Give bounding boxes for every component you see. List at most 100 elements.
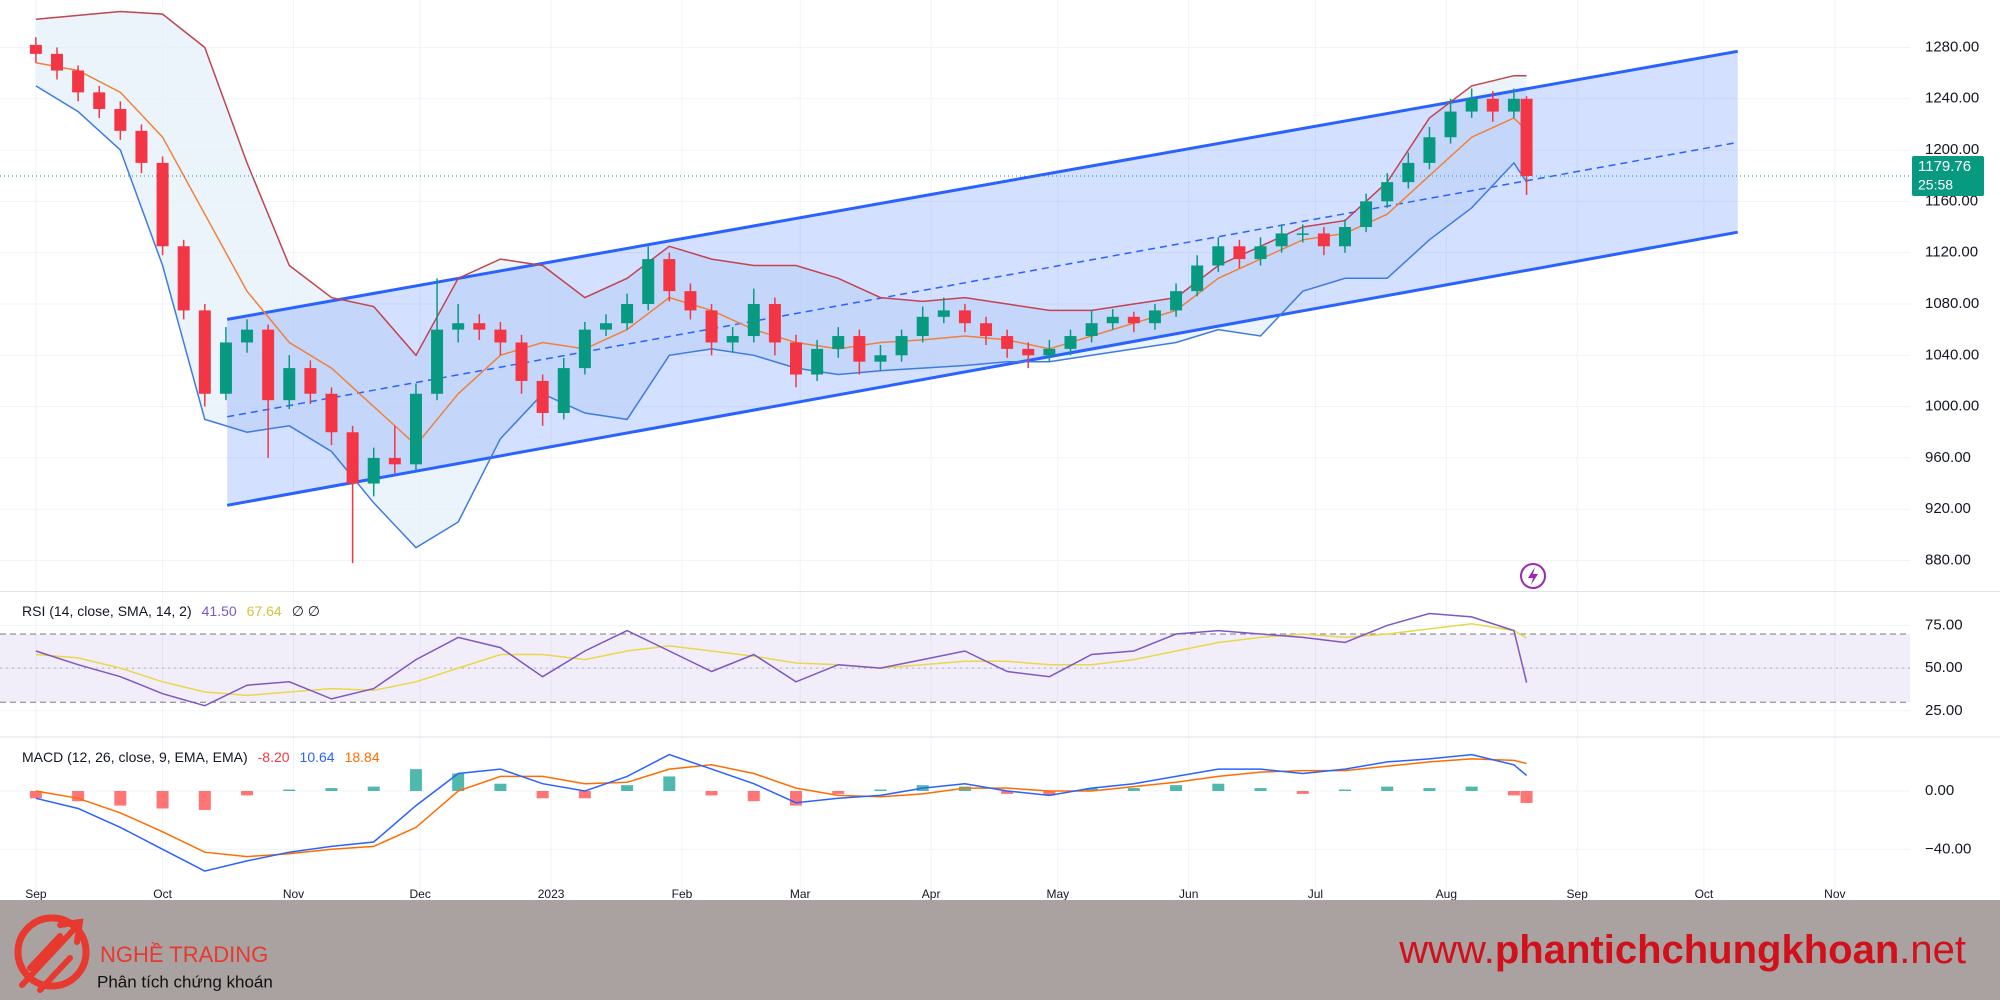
candle-body [241, 329, 254, 343]
y-tick-label: 920.00 [1925, 500, 1971, 517]
macd-legend: MACD (12, 26, close, 9, EMA, EMA) -8.20 10… [22, 749, 380, 765]
alert-icon[interactable] [1520, 563, 1546, 589]
footer-background [0, 900, 2000, 1000]
last-price-label: 1179.76 [1918, 158, 1971, 175]
candle-body [642, 259, 655, 304]
candle-body [1022, 348, 1035, 356]
candle-body [663, 259, 676, 292]
candle-body [705, 310, 718, 343]
channel-fill [227, 51, 1738, 506]
macd-histogram-bar [705, 791, 718, 796]
candle-body [1338, 227, 1351, 247]
candle-body [768, 303, 781, 343]
macd-histogram-bar [1085, 788, 1098, 791]
price-panel [0, 10, 1910, 564]
macd-histogram-bar [1254, 788, 1267, 791]
website-domain: phantichchungkhoan [1495, 928, 1899, 972]
x-tick-label: Aug [1436, 887, 1457, 901]
candle-body [1402, 162, 1415, 183]
x-tick-label: Mar [790, 887, 811, 901]
macd-histogram-bar [156, 791, 169, 809]
candle-body [1444, 111, 1457, 138]
rsi-panel [0, 612, 1910, 707]
macd-hist-value: -8.20 [258, 749, 290, 765]
rsi-value: 41.50 [202, 603, 237, 619]
candle-body [431, 329, 444, 394]
candle-body [72, 70, 85, 93]
macd-histogram-bar [72, 791, 85, 802]
x-tick-label: Jun [1179, 887, 1198, 901]
candle-body [93, 92, 106, 110]
candle-body [578, 329, 591, 369]
last-price-box [1912, 156, 1984, 197]
candle-body [853, 336, 866, 362]
macd-histogram-bar [1170, 785, 1183, 791]
y-tick-label: 0.00 [1925, 782, 1954, 799]
macd-histogram-bar [578, 791, 591, 799]
candle-body [198, 310, 211, 394]
y-tick-label: 50.00 [1925, 659, 1963, 676]
x-tick-label: Sep [25, 887, 47, 901]
candle-body [1423, 137, 1436, 163]
candle-body [958, 310, 971, 324]
rsi-ma-value: 67.64 [247, 603, 282, 619]
macd-histogram-bar [663, 776, 676, 791]
candle-body [1520, 98, 1533, 177]
x-tick-label: Sep [1567, 887, 1589, 901]
candle-body [51, 53, 64, 71]
macd-histogram-bar [283, 789, 296, 791]
candle-body [135, 130, 148, 163]
candle-body [1148, 310, 1161, 324]
candle-body [980, 323, 993, 337]
macd-line [35, 753, 1528, 872]
candle-body [536, 380, 549, 413]
candle-body [1486, 98, 1499, 112]
candle-body [874, 355, 887, 362]
axes: Sep Oct Nov Dec 2023 Feb Mar Apr May Jun Jul Aug Sep… [25, 38, 1984, 901]
candle-body [1233, 246, 1246, 260]
rsi-line [35, 612, 1528, 707]
brand: NGHỀ TRADING [100, 942, 268, 967]
macd-histogram-bar [1507, 791, 1520, 796]
y-tick-label: 1280.00 [1925, 38, 1979, 55]
candle-body [452, 323, 465, 330]
macd-histogram-bar [114, 791, 127, 806]
candle-body [156, 162, 169, 247]
y-tick-label: 1200.00 [1925, 141, 1979, 158]
candle-body [811, 348, 824, 375]
website[interactable]: www.phantichchungkhoan.net [1398, 928, 1966, 972]
macd-histogram-bar [874, 789, 887, 791]
x-tick-label: Dec [410, 887, 431, 901]
candle-body [916, 316, 929, 337]
candle-body [895, 336, 908, 356]
candle-body [177, 246, 190, 311]
candle-body [515, 342, 528, 381]
macd-histogram-bar [452, 773, 465, 791]
macd-histogram-bar [621, 785, 634, 791]
website-prefix: www. [1398, 928, 1495, 972]
macd-signal-value: 18.84 [345, 749, 380, 765]
y-tick-label: 25.00 [1925, 702, 1963, 719]
rsi-name: RSI (14, close, SMA, 14, 2) [22, 603, 192, 619]
x-tick-label: Oct [1695, 887, 1714, 901]
rsi-ma-line [35, 622, 1527, 697]
channel-upper [226, 49, 1738, 321]
candle-body [1043, 348, 1056, 356]
macd-histogram-bar [832, 791, 845, 794]
y-tick-label: 1080.00 [1925, 295, 1979, 312]
candle-body [1001, 336, 1014, 349]
macd-histogram-bar [747, 791, 760, 802]
macd-histogram-bar [1296, 791, 1309, 794]
macd-name: MACD (12, 26, close, 9, EMA, EMA) [22, 749, 248, 765]
footer: NGHỀ TRADING Phân tích chứng khoán www.p… [0, 900, 2000, 1000]
rsi-extra: ∅ ∅ [292, 603, 320, 619]
macd-histogram-bar [1520, 791, 1533, 803]
macd-value: 10.64 [300, 749, 335, 765]
candle-body [1085, 323, 1098, 337]
candle-body [1170, 291, 1183, 311]
bollinger-fill [35, 11, 1527, 548]
macd-histogram-bar [409, 769, 422, 791]
y-tick-label: 960.00 [1925, 449, 1971, 466]
